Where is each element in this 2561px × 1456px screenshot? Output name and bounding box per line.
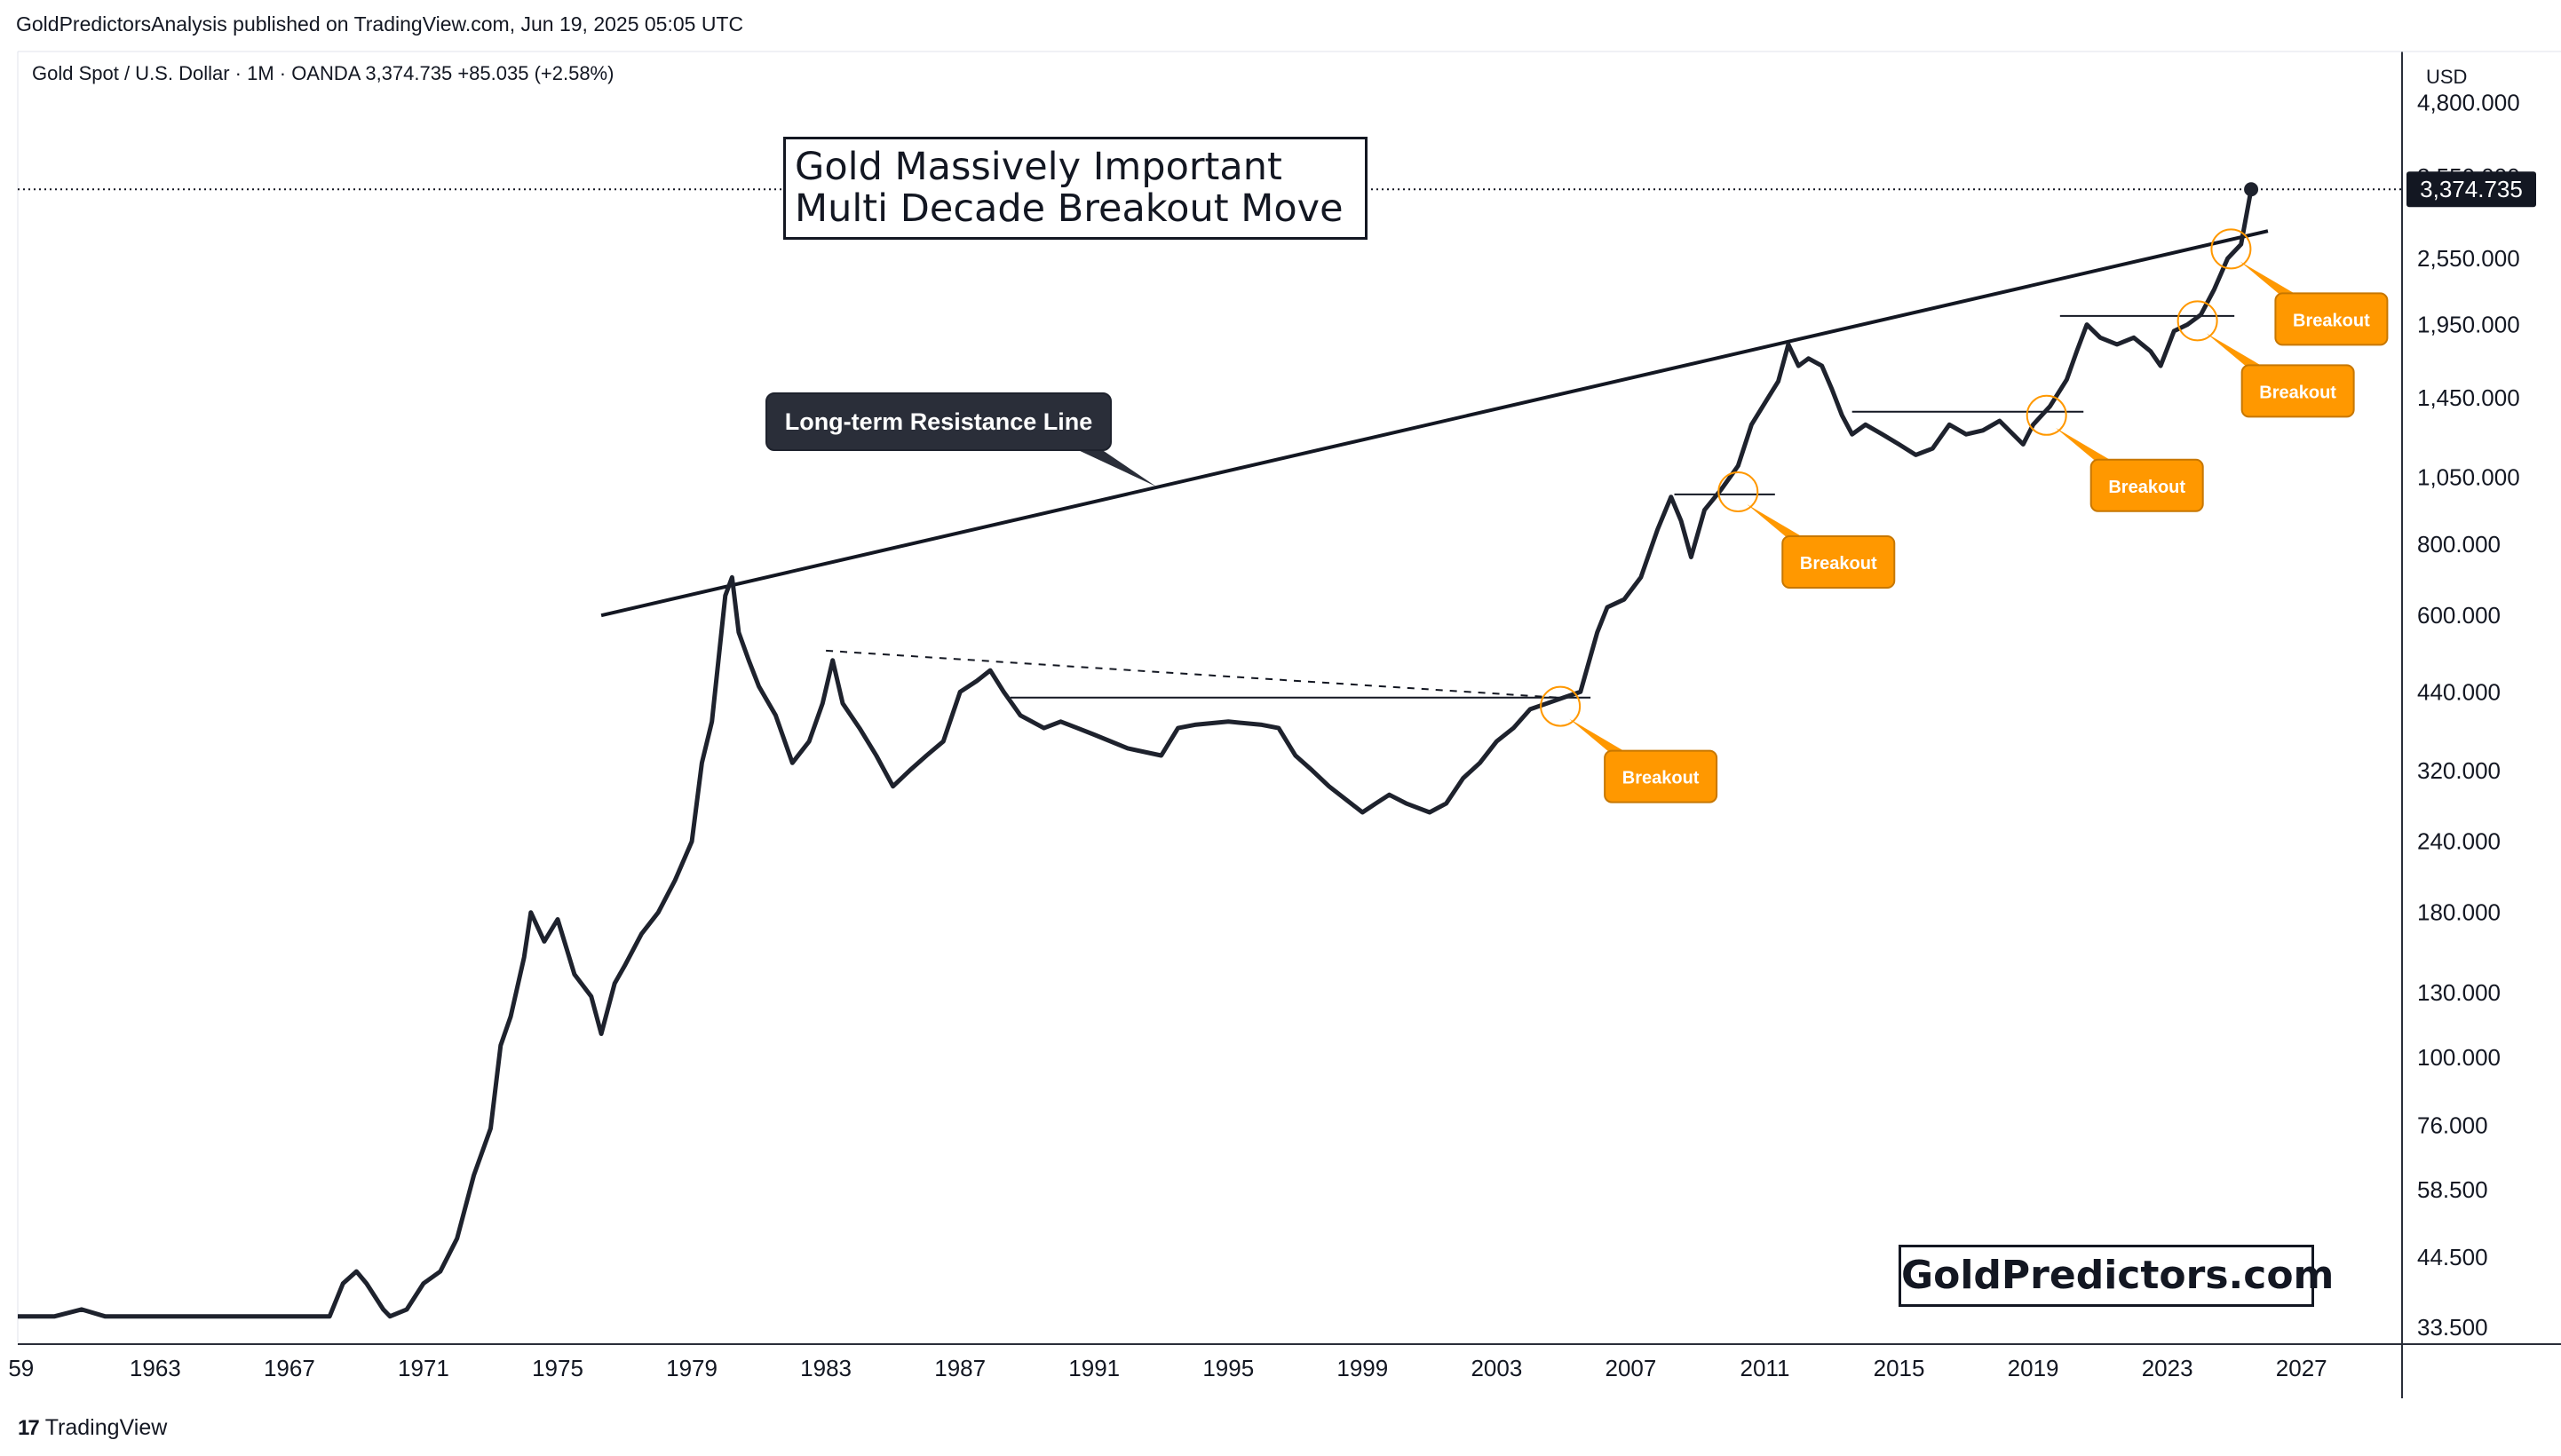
currency-label[interactable]: USD	[2426, 66, 2468, 88]
symbol-info: Gold Spot / U.S. Dollar · 1M · OANDA 3,3…	[32, 62, 614, 84]
y-tick-label: 58.500	[2417, 1176, 2488, 1203]
breakout-circle	[2176, 300, 2218, 342]
y-tick-label: 2,550.000	[2417, 245, 2520, 272]
chart-annotation-title: Gold Massively Important Multi Decade Br…	[783, 137, 1368, 240]
x-tick-label: 1967	[264, 1355, 315, 1381]
breakout-pointer	[1569, 718, 1630, 755]
last-price-tag-label: 3,374.735	[2420, 176, 2523, 202]
x-tick-label: 1971	[398, 1355, 449, 1381]
y-tick-label: 44.500	[2417, 1244, 2488, 1270]
y-tick-label: 1,950.000	[2417, 312, 2520, 338]
y-tick-label: 100.000	[2417, 1044, 2501, 1071]
x-tick-label: 1999	[1336, 1355, 1388, 1381]
y-tick-label: 800.000	[2417, 531, 2501, 558]
breakout-pointer	[2240, 261, 2301, 297]
y-tick-label: 1,450.000	[2417, 384, 2520, 411]
x-tick-label: 1975	[532, 1355, 583, 1381]
x-tick-label: 59	[8, 1355, 34, 1381]
x-tick-label: 1983	[800, 1355, 852, 1381]
breakout-label: Breakout	[1622, 769, 1700, 788]
tradingview-logo[interactable]: 17 TradingView	[18, 1415, 167, 1441]
title-line-1: Gold Massively Important	[795, 145, 1282, 189]
breakout-label: Breakout	[2108, 478, 2185, 497]
dashed-trend-line	[826, 649, 1558, 699]
y-tick-label: 440.000	[2417, 678, 2501, 705]
y-tick-label: 33.500	[2417, 1314, 2488, 1341]
breakout-circle	[2210, 228, 2252, 270]
last-price-dot	[2244, 182, 2259, 197]
x-tick-label: 1995	[1202, 1355, 1254, 1381]
y-tick-label: 1,050.000	[2417, 464, 2520, 491]
y-tick-label: 240.000	[2417, 828, 2501, 855]
breakout-circle	[1540, 685, 1582, 727]
last-price-tag	[2406, 171, 2536, 208]
y-tick-label: 180.000	[2417, 899, 2501, 926]
y-tick-label: 600.000	[2417, 602, 2501, 629]
title-line-2: Multi Decade Breakout Move	[795, 186, 1344, 231]
x-tick-label: 2023	[2142, 1355, 2193, 1381]
x-tick-label: 2027	[2276, 1355, 2327, 1381]
breakout-label-box	[1604, 749, 1718, 803]
breakout-label: Breakout	[1800, 554, 1877, 574]
x-tick-label: 1987	[934, 1355, 986, 1381]
breakout-circle	[1717, 471, 1759, 512]
publisher-line: GoldPredictorsAnalysis published on Trad…	[16, 12, 744, 36]
resistance-line-label: Long-term Resistance Line	[765, 392, 1112, 451]
breakout-circle	[2026, 394, 2067, 436]
breakout-label-box	[2274, 292, 2389, 346]
x-tick-label: 2019	[2008, 1355, 2059, 1381]
long-term-resistance-line	[600, 229, 2269, 618]
x-tick-label: 2011	[1740, 1355, 1790, 1381]
gold-price-line	[18, 188, 2254, 1319]
x-tick-label: 2015	[1874, 1355, 1925, 1381]
y-tick-label: 4,800.000	[2417, 89, 2520, 115]
x-tick-label: 1963	[130, 1355, 181, 1381]
x-tick-label: 1991	[1068, 1355, 1120, 1381]
x-tick-label: 2007	[1606, 1355, 1657, 1381]
breakout-label: Breakout	[2259, 383, 2336, 402]
y-tick-label: 320.000	[2417, 757, 2501, 784]
tradingview-mark-icon: 17	[18, 1415, 40, 1440]
breakout-pointer	[2055, 427, 2116, 463]
breakout-pointer	[1747, 503, 1808, 540]
breakout-pointer	[2206, 333, 2267, 369]
tradingview-logo-text: TradingView	[44, 1415, 168, 1440]
breakout-label-box	[1781, 534, 1896, 589]
breakout-label-box	[2240, 364, 2355, 418]
x-tick-label: 1979	[666, 1355, 718, 1381]
y-tick-label: 130.000	[2417, 979, 2501, 1006]
breakout-label: Breakout	[2293, 311, 2370, 330]
y-tick-label: 76.000	[2417, 1112, 2488, 1138]
resistance-label-pointer	[1076, 449, 1156, 487]
brand-watermark: GoldPredictors.com	[1899, 1245, 2334, 1307]
x-tick-label: 2003	[1471, 1355, 1522, 1381]
breakout-label-box	[2089, 458, 2204, 512]
